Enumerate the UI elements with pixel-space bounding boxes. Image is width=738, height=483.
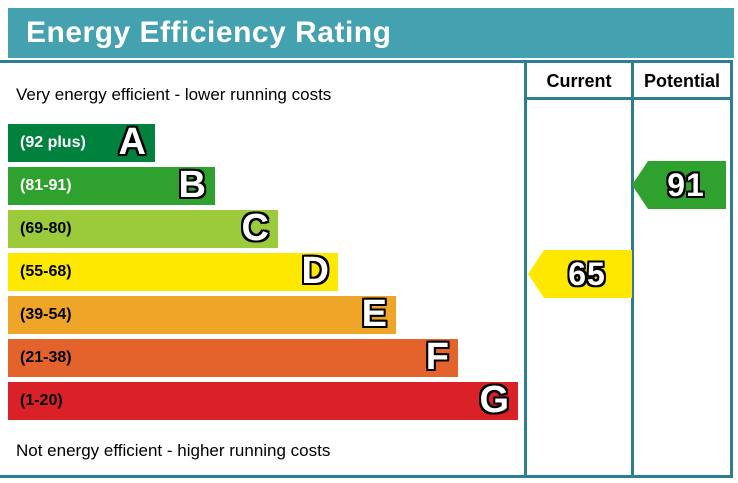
- header-underline: [524, 97, 730, 100]
- band-g-letter: G: [479, 379, 509, 421]
- band-a-range: (92 plus): [20, 134, 86, 151]
- band-b-range: (81-91): [20, 177, 72, 194]
- bottom-note: Not energy efficient - higher running co…: [16, 441, 331, 460]
- band-g-range: (1-20): [20, 392, 63, 409]
- band-c-range: (69-80): [20, 220, 72, 237]
- band-e-range: (39-54): [20, 306, 72, 323]
- current-column-header: Current: [546, 71, 612, 91]
- current-rating-arrow: 65: [528, 250, 632, 298]
- band-c: (69-80) C: [8, 207, 278, 249]
- current-rating-value: 65: [568, 256, 606, 292]
- band-d-range: (55-68): [20, 263, 72, 280]
- band-a-letter: A: [118, 121, 146, 163]
- top-note: Very energy efficient - lower running co…: [16, 85, 332, 104]
- page-title: Energy Efficiency Rating: [26, 16, 392, 49]
- band-b-letter: B: [178, 164, 206, 206]
- potential-column-header: Potential: [643, 71, 720, 91]
- title-bar: Energy Efficiency Rating: [8, 8, 734, 58]
- band-f-letter: F: [425, 336, 449, 378]
- band-f: (21-38) F: [8, 336, 458, 378]
- band-g: (1-20) G: [8, 379, 518, 421]
- band-e: (39-54) E: [8, 293, 396, 335]
- band-b: (81-91) B: [8, 164, 215, 206]
- band-c-letter: C: [241, 207, 269, 249]
- band-e-letter: E: [361, 293, 387, 335]
- band-a: (92 plus) A: [8, 121, 155, 163]
- potential-rating-arrow: 91: [632, 161, 726, 209]
- potential-rating-value: 91: [667, 167, 705, 203]
- column-divider-potential: [631, 63, 634, 475]
- column-divider-current: [524, 63, 527, 475]
- band-d: (55-68) D: [8, 250, 338, 292]
- band-f-range: (21-38): [20, 349, 72, 366]
- rating-table: Current Potential Very energy efficient …: [0, 60, 733, 478]
- band-d-letter: D: [301, 250, 329, 292]
